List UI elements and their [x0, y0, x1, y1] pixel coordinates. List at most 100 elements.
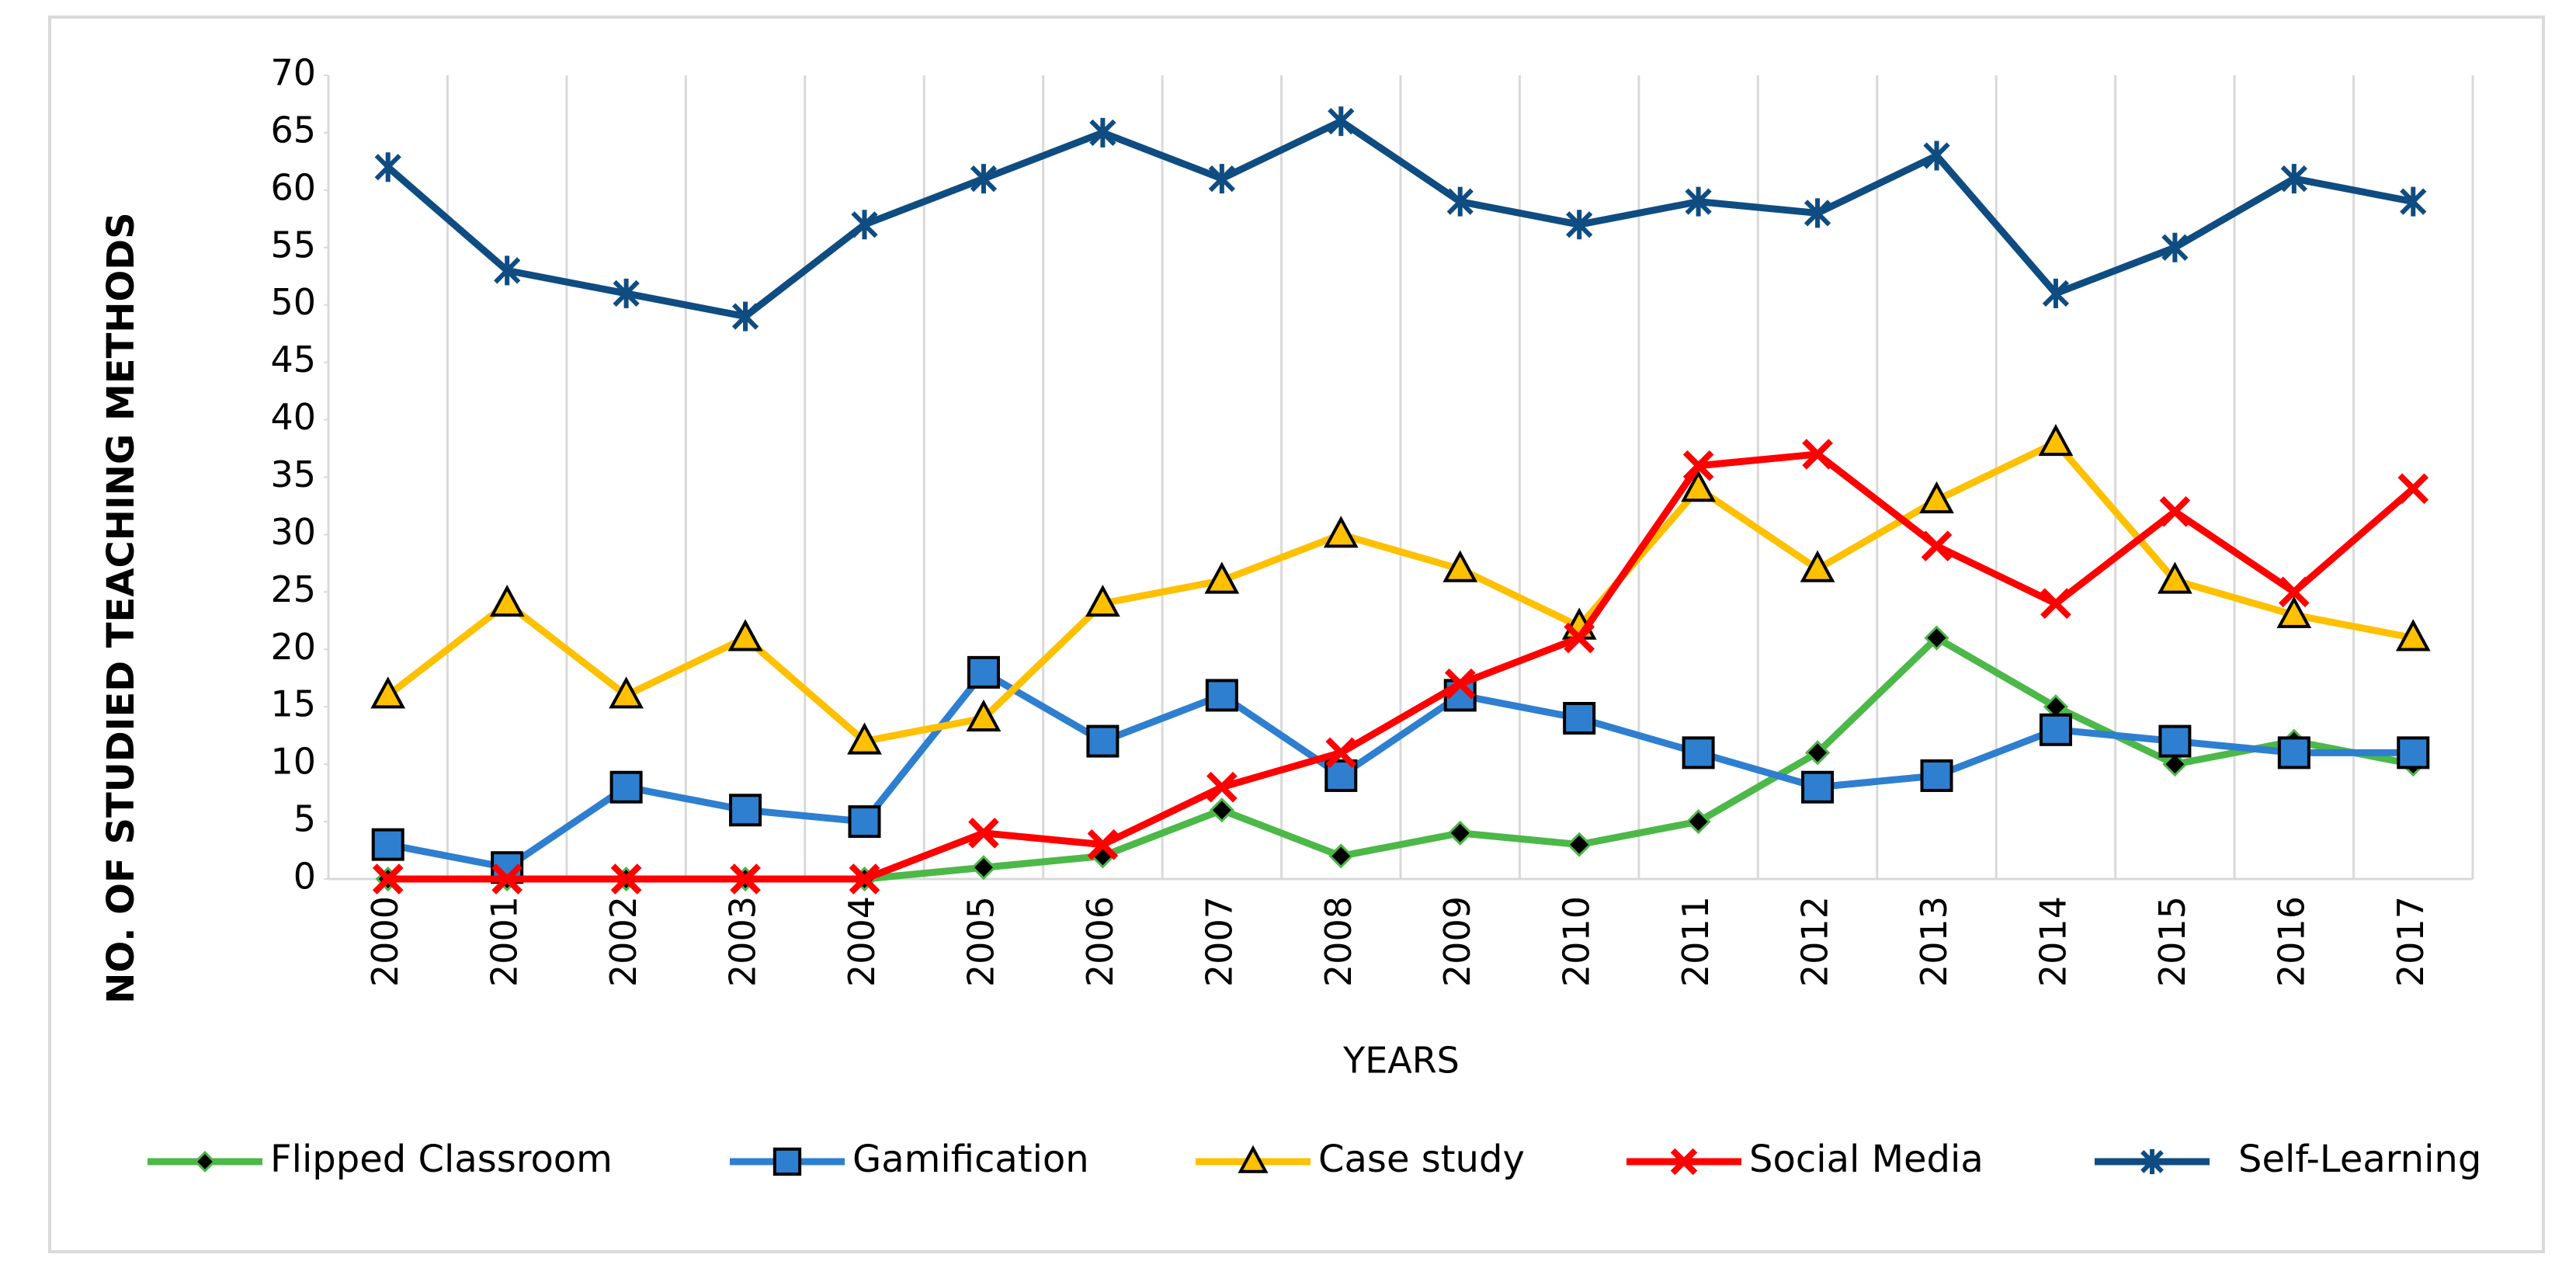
x-tick-label: 2013 — [1913, 896, 1955, 987]
marker — [491, 863, 522, 895]
marker — [193, 1150, 217, 1173]
marker — [1328, 106, 1355, 137]
marker — [1323, 516, 1359, 548]
marker — [970, 164, 998, 194]
marker — [851, 210, 878, 240]
marker — [1685, 186, 1712, 217]
marker — [1566, 210, 1593, 240]
marker — [731, 301, 759, 332]
y-tick-label: 55 — [270, 224, 316, 266]
marker — [1208, 164, 1235, 194]
y-tick-label: 70 — [270, 52, 316, 94]
series-line — [385, 439, 2415, 745]
marker — [1924, 625, 1949, 651]
marker — [1802, 439, 1833, 470]
marker — [372, 863, 404, 895]
marker — [2038, 423, 2074, 457]
marker — [966, 699, 1002, 731]
marker — [1238, 1145, 1269, 1173]
marker — [2140, 1148, 2164, 1175]
marker — [2040, 588, 2071, 619]
marker — [1328, 843, 1354, 869]
marker — [1686, 808, 1711, 835]
x-tick-label: 2016 — [2270, 896, 2312, 987]
legend-marker — [1238, 1145, 1269, 1173]
marker — [374, 152, 401, 182]
marker — [1086, 724, 1120, 758]
x-tick-label: 2004 — [841, 896, 883, 987]
legend-label: Social Media — [1749, 1138, 1984, 1181]
y-tick-label: 35 — [270, 453, 316, 495]
marker — [2158, 561, 2192, 594]
marker — [2277, 736, 2310, 770]
series-markers — [374, 106, 2427, 332]
marker — [2162, 752, 2188, 777]
y-tick-label: 60 — [270, 166, 316, 208]
y-tick-label: 0 — [293, 856, 316, 898]
marker — [967, 655, 1000, 689]
marker — [1921, 530, 1953, 562]
legend-label: Gamification — [852, 1138, 1089, 1181]
x-tick-label: 2011 — [1675, 896, 1717, 987]
y-tick-label: 5 — [293, 798, 316, 840]
marker — [613, 278, 640, 308]
marker — [849, 863, 880, 895]
marker — [370, 676, 406, 709]
marker — [2039, 713, 2072, 746]
x-axis-title: YEARS — [1342, 1040, 1460, 1082]
marker — [1682, 736, 1715, 770]
marker — [2279, 576, 2310, 608]
marker — [2161, 232, 2189, 262]
legend-marker — [772, 1147, 802, 1176]
x-tick-label: 2000 — [364, 896, 406, 987]
y-tick-label: 50 — [270, 281, 316, 323]
marker — [1670, 1148, 1698, 1176]
marker — [609, 770, 643, 804]
series-line — [387, 669, 2414, 871]
legend-label: Case study — [1318, 1138, 1525, 1181]
y-axis-title: NO. OF STUDIED TEACHING METHODS — [99, 212, 143, 1003]
marker — [1209, 797, 1234, 823]
marker — [610, 863, 642, 895]
marker — [968, 818, 999, 849]
legend-marker — [2140, 1148, 2164, 1175]
x-tick-label: 2009 — [1436, 896, 1478, 987]
marker — [494, 255, 521, 286]
legend-label: Self-Learning — [2238, 1138, 2481, 1181]
marker — [1206, 771, 1238, 803]
marker — [729, 794, 762, 827]
marker — [970, 855, 997, 881]
marker — [2400, 186, 2427, 217]
marker — [2042, 278, 2070, 308]
marker — [1089, 117, 1116, 148]
marker — [609, 676, 644, 709]
marker — [1446, 186, 1474, 217]
marker — [1204, 561, 1240, 594]
marker — [2276, 596, 2312, 628]
y-tick-label: 15 — [270, 683, 316, 725]
y-tick-label: 30 — [270, 511, 316, 553]
marker — [1923, 141, 1950, 171]
marker — [1205, 679, 1238, 712]
marker — [1567, 832, 1592, 857]
marker — [2158, 724, 2192, 758]
series-markers — [370, 423, 2431, 755]
x-tick-label: 2012 — [1794, 896, 1836, 987]
marker — [1804, 740, 1831, 766]
x-tick-label: 2014 — [2032, 896, 2074, 987]
marker — [1681, 470, 1716, 502]
y-tick-label: 10 — [270, 741, 316, 783]
x-tick-label: 2001 — [484, 896, 526, 987]
y-tick-label: 25 — [270, 568, 316, 610]
series-line — [385, 117, 2415, 320]
marker — [730, 863, 761, 895]
legend-marker — [1670, 1148, 1698, 1176]
marker — [2397, 473, 2429, 505]
marker — [1800, 550, 1835, 582]
y-tick-label: 20 — [270, 626, 316, 668]
marker — [772, 1147, 802, 1176]
marker — [1563, 702, 1596, 735]
y-tick-label: 65 — [270, 109, 316, 151]
x-tick-label: 2017 — [2390, 896, 2432, 987]
